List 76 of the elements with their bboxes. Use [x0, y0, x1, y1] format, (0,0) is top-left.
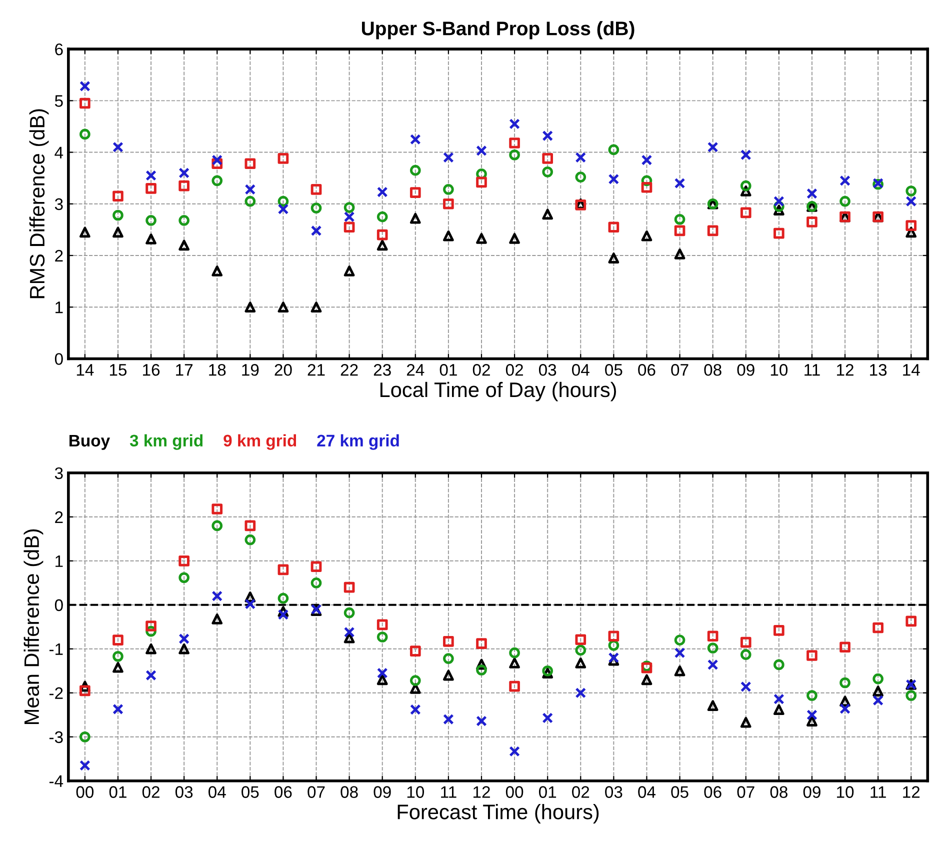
x-tick-label: 01	[440, 364, 457, 376]
x-tick-label: 09	[803, 786, 820, 798]
y-axis-title: RMS Difference (dB)	[29, 109, 49, 298]
y-tick-label: -1	[49, 643, 63, 655]
x-tick-label: 11	[870, 786, 886, 798]
x-tick-label: 21	[308, 364, 325, 376]
x-tick-label: 10	[770, 364, 788, 376]
x-tick-label: 12	[473, 786, 490, 798]
x-tick-label: 06	[274, 786, 292, 798]
x-tick-label: 23	[374, 364, 391, 376]
y-tick-label: 5	[54, 95, 63, 107]
x-tick-label: 06	[638, 364, 656, 376]
y-tick-label: 6	[55, 43, 63, 56]
x-tick-label: 08	[704, 364, 722, 376]
x-tick-label: 14	[76, 364, 94, 376]
x-tick-label: 02	[142, 786, 160, 798]
y-tick-label: 4	[54, 146, 64, 158]
text: 9 km grid	[224, 434, 296, 450]
x-axis-title: Forecast Time (hours)	[398, 804, 599, 824]
x-tick-label: 07	[671, 364, 688, 376]
x-tick-label: 13	[870, 364, 887, 376]
x-tick-label: 09	[374, 786, 391, 798]
x-tick-label: 09	[737, 364, 754, 376]
x-tick-label: 03	[538, 364, 556, 376]
text: 27 km grid	[317, 434, 399, 450]
y-tick-label: 0	[54, 353, 63, 365]
x-tick-label: 12	[837, 364, 854, 376]
y-tick-label: 0	[54, 599, 63, 612]
x-tick-label: 11	[804, 364, 820, 376]
x-tick-label: 05	[242, 786, 259, 798]
x-tick-label: 17	[176, 364, 192, 376]
x-tick-label: 05	[671, 786, 688, 798]
x-tick-label: 03	[605, 786, 622, 798]
text: 3 km grid	[130, 434, 203, 450]
x-tick-label: 24	[406, 364, 424, 376]
x-tick-label: 04	[208, 786, 226, 798]
x-tick-label: 04	[638, 786, 656, 798]
x-tick-label: 01	[109, 786, 126, 798]
y-tick-label: 2	[55, 511, 63, 523]
x-tick-label: 22	[340, 364, 358, 376]
x-tick-label: 05	[605, 364, 622, 376]
x-tick-label: 07	[308, 786, 325, 798]
x-tick-label: 00	[76, 786, 94, 798]
x-tick-label: 14	[903, 364, 920, 376]
y-tick-label: -4	[49, 775, 64, 787]
x-tick-label: 02	[506, 364, 523, 376]
text: Buoy	[70, 434, 110, 450]
x-tick-label: 08	[340, 786, 358, 798]
x-tick-label: 10	[407, 786, 424, 798]
x-axis-title: Local Time of Day (hours)	[380, 382, 616, 402]
x-tick-label: 16	[143, 364, 160, 376]
x-tick-label: 19	[242, 364, 259, 376]
chart-title: Upper S-Band Prop Loss (dB)	[362, 21, 634, 40]
y-tick-label: 1	[56, 302, 63, 314]
x-tick-label: 06	[704, 786, 722, 798]
x-tick-label: 15	[110, 364, 127, 376]
x-tick-label: 18	[209, 364, 226, 376]
x-tick-label: 11	[441, 786, 456, 798]
y-tick-label: -3	[49, 731, 63, 744]
y-tick-label: -2	[49, 687, 63, 699]
x-tick-label: 08	[770, 786, 788, 798]
x-tick-label: 07	[737, 786, 754, 798]
x-tick-label: 02	[572, 786, 590, 798]
x-tick-label: 03	[175, 786, 193, 798]
x-tick-label: 12	[903, 786, 920, 798]
y-axis-title: Mean Difference (dB)	[24, 529, 44, 724]
y-tick-label: 2	[55, 250, 63, 262]
y-tick-label: 3	[54, 467, 63, 480]
x-tick-label: 02	[472, 364, 490, 376]
x-tick-label: 10	[837, 786, 854, 798]
x-tick-label: 01	[538, 786, 556, 798]
x-tick-label: 20	[274, 364, 292, 376]
x-tick-label: 00	[506, 786, 524, 798]
y-tick-label: 1	[56, 555, 63, 567]
y-tick-label: 3	[54, 198, 63, 210]
x-tick-label: 04	[572, 364, 590, 376]
